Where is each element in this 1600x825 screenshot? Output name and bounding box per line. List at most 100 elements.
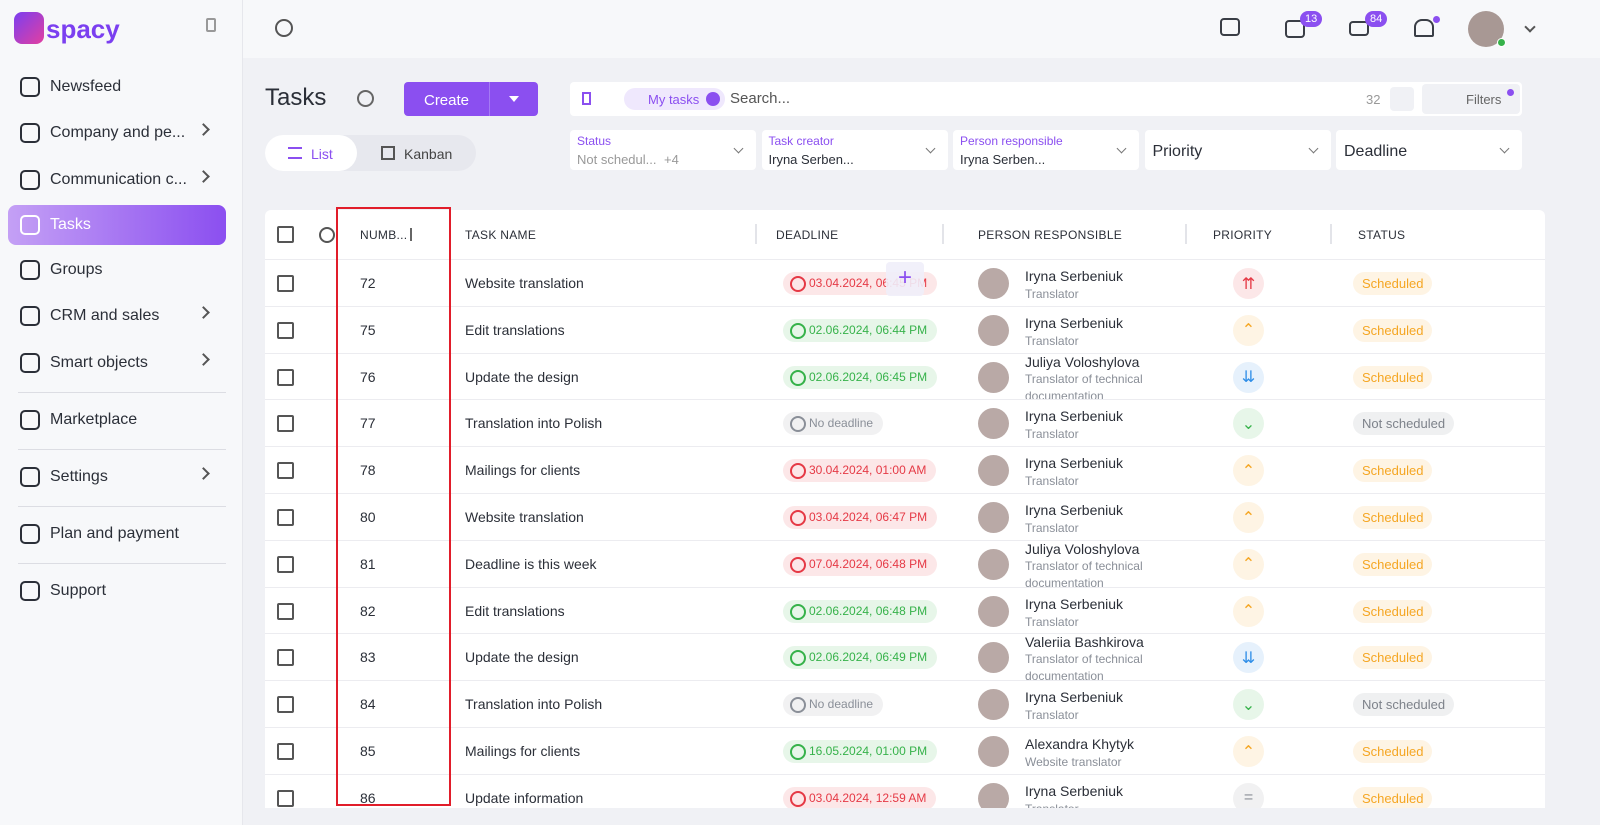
- task-name[interactable]: Mailings for clients: [465, 743, 581, 759]
- chip[interactable]: My tasks: [624, 88, 726, 110]
- bell-icon[interactable]: [1414, 19, 1434, 37]
- nav-item[interactable]: Marketplace: [8, 400, 226, 440]
- clear-button[interactable]: [1390, 87, 1414, 111]
- nav-label: Groups: [50, 261, 103, 278]
- filters-button[interactable]: Filters: [1422, 84, 1520, 114]
- row-checkbox[interactable]: [277, 743, 294, 760]
- task-name[interactable]: Update the design: [465, 368, 579, 385]
- person-name[interactable]: Iryna Serbeniuk: [1025, 455, 1124, 472]
- row-checkbox[interactable]: [277, 275, 294, 292]
- task-row[interactable]: 82 Edit translations 02.06.2024, 06:48 PM I…: [265, 586, 1545, 634]
- person-name[interactable]: Juliya Voloshylova: [1025, 540, 1140, 557]
- nav-item[interactable]: Smart objects: [8, 343, 226, 383]
- person-name[interactable]: Alexandra Khytyk: [1025, 736, 1134, 752]
- nav-item[interactable]: Tasks: [8, 205, 226, 245]
- task-row[interactable]: 85 Mailings for clients 16.05.2024, 01:00 …: [265, 727, 1545, 774]
- settings-icon[interactable]: [357, 90, 374, 107]
- task-row[interactable]: 76 Update the design 02.06.2024, 06:45 PM J…: [265, 352, 1545, 403]
- search-bar[interactable]: My tasks Search... 32 Filters: [570, 82, 1522, 116]
- task-row[interactable]: 80 Website translation 03.04.2024, 06:47 P…: [265, 493, 1545, 540]
- nav-item[interactable]: Settings: [8, 457, 226, 497]
- person-name[interactable]: Iryna Serbeniuk: [1025, 595, 1124, 612]
- pin-icon[interactable]: [206, 18, 216, 32]
- deadline: 03.04.2024, 06:47 PM: [783, 506, 938, 529]
- filter[interactable]: Person responsible Iryna Serben...: [953, 130, 1139, 170]
- person-name[interactable]: Iryna Serbeniuk: [1025, 314, 1124, 331]
- view-list[interactable]: List: [311, 146, 333, 162]
- task-name[interactable]: Edit translations: [465, 602, 565, 619]
- person-name[interactable]: Iryna Serbeniuk: [1025, 782, 1124, 799]
- person-name[interactable]: Iryna Serbeniuk: [1025, 268, 1124, 284]
- chat-icon[interactable]: [1220, 18, 1240, 36]
- column-header[interactable]: NUMB...: [360, 228, 408, 242]
- column-header[interactable]: PRIORITY: [1213, 228, 1273, 242]
- person-name[interactable]: Juliya Voloshylova: [1025, 353, 1140, 370]
- row-checkbox[interactable]: [277, 415, 294, 433]
- messages-icon[interactable]: [1285, 20, 1305, 38]
- task-row[interactable]: 84 Translation into Polish No deadline Iryn…: [265, 680, 1545, 727]
- row-checkbox[interactable]: [277, 321, 294, 339]
- column-header[interactable]: DEADLINE: [776, 228, 839, 242]
- column-header[interactable]: PERSON RESPONSIBLE: [978, 228, 1123, 242]
- task-name[interactable]: Edit translations: [465, 321, 565, 338]
- chip-remove[interactable]: [706, 92, 721, 106]
- page-title: Tasks: [265, 84, 327, 111]
- mail-icon[interactable]: [1349, 21, 1369, 36]
- create-button[interactable]: Create: [404, 82, 538, 116]
- create-dropdown[interactable]: [509, 96, 519, 102]
- filter[interactable]: Status Not schedul... +4: [570, 130, 756, 170]
- row-checkbox[interactable]: [277, 555, 294, 573]
- select-all[interactable]: [277, 226, 294, 243]
- task-name[interactable]: Website translation: [465, 509, 584, 525]
- task-row[interactable]: 83 Update the design 02.06.2024, 06:49 PM V…: [265, 633, 1545, 683]
- nav-icon: [20, 524, 40, 544]
- view-kanban[interactable]: Kanban: [404, 146, 453, 162]
- row-checkbox[interactable]: [277, 649, 294, 667]
- task-name[interactable]: Update information: [465, 789, 584, 806]
- search-placeholder[interactable]: Search...: [730, 90, 791, 107]
- column-header[interactable]: TASK NAME: [465, 228, 537, 242]
- pin-filter[interactable]: [582, 92, 591, 105]
- search-icon[interactable]: [275, 19, 293, 37]
- user-menu-chevron[interactable]: [1524, 21, 1536, 33]
- task-row[interactable]: 81 Deadline is this week 07.04.2024, 06:48…: [265, 539, 1545, 590]
- nav-item[interactable]: Support: [8, 571, 226, 611]
- column-header[interactable]: STATUS: [1358, 228, 1406, 242]
- nav-item[interactable]: CRM and sales: [8, 296, 226, 336]
- row-checkbox[interactable]: [277, 696, 294, 714]
- task-row[interactable]: 77 Translation into Polish No deadline Iryn…: [265, 399, 1545, 446]
- nav-item[interactable]: Communication c...: [8, 160, 226, 200]
- task-row[interactable]: 75 Edit translations 02.06.2024, 06:44 PM I…: [265, 305, 1545, 353]
- row-checkbox[interactable]: [277, 602, 294, 620]
- task-name[interactable]: Update the design: [465, 649, 579, 666]
- person-name[interactable]: Iryna Serbeniuk: [1025, 408, 1124, 425]
- nav-item[interactable]: Plan and payment: [8, 514, 226, 554]
- separator: [18, 506, 226, 507]
- person-name[interactable]: Iryna Serbeniuk: [1025, 502, 1124, 518]
- nav-item[interactable]: Newsfeed: [8, 67, 226, 107]
- separator: [18, 392, 226, 393]
- task-row[interactable]: 86 Update information 03.04.2024, 12:59 AM…: [265, 773, 1545, 808]
- nav-icon: [20, 77, 40, 97]
- row-checkbox[interactable]: [277, 789, 294, 807]
- row-checkbox[interactable]: [277, 509, 294, 526]
- filter[interactable]: Deadline: [1336, 130, 1522, 170]
- nav-item[interactable]: Company and pe...: [8, 113, 226, 153]
- row-checkbox[interactable]: [277, 462, 294, 480]
- columns-settings[interactable]: [319, 227, 335, 243]
- sort-icon[interactable]: [410, 228, 412, 241]
- task-name[interactable]: Website translation: [465, 275, 584, 291]
- task-row[interactable]: 78 Mailings for clients 30.04.2024, 01:00 …: [265, 446, 1545, 493]
- filter[interactable]: Priority: [1144, 130, 1331, 170]
- status: Scheduled: [1353, 646, 1433, 670]
- task-name[interactable]: Deadline is this week: [465, 555, 597, 572]
- person-name[interactable]: Iryna Serbeniuk: [1025, 689, 1124, 706]
- task-name[interactable]: Translation into Polish: [465, 415, 603, 432]
- task-name[interactable]: Mailings for clients: [465, 462, 581, 479]
- filter[interactable]: Task creator Iryna Serben...: [761, 130, 948, 170]
- task-name[interactable]: Translation into Polish: [465, 696, 603, 713]
- row-checkbox[interactable]: [277, 368, 294, 386]
- add-column-button[interactable]: +: [886, 262, 924, 296]
- person-name[interactable]: Valeriia Bashkirova: [1025, 634, 1144, 651]
- nav-item[interactable]: Groups: [8, 250, 226, 290]
